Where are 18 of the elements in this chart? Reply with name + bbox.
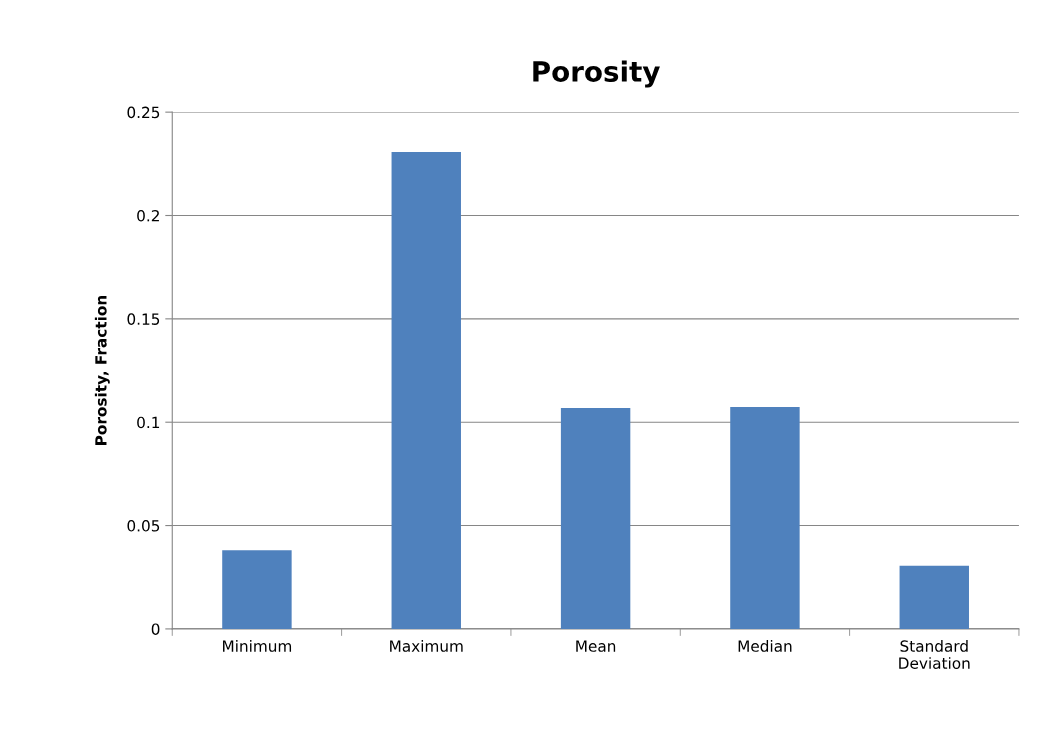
chart-title: Porosity	[533, 60, 660, 88]
y-tick-label: 0.05	[127, 520, 160, 532]
y-axis-title: Porosity, Fraction	[94, 295, 110, 445]
y-tick-label: 0.25	[127, 106, 160, 119]
y-tick-label: 0	[151, 623, 160, 635]
y-tick-label: 0.15	[127, 313, 160, 325]
x-tick-label: Maximum	[390, 640, 463, 652]
y-tick-label: 0.2	[137, 209, 159, 222]
x-tick-label: Standard Deviation	[899, 640, 970, 669]
x-tick-label: Median	[738, 640, 792, 652]
bar	[222, 550, 292, 629]
y-tick-label: 0.1	[137, 416, 160, 429]
bar	[560, 407, 631, 629]
x-tick-label: Mean	[576, 640, 616, 652]
bar	[391, 152, 461, 629]
bar	[899, 565, 969, 629]
x-tick-label: Minimum	[223, 640, 292, 652]
bar	[730, 407, 800, 629]
